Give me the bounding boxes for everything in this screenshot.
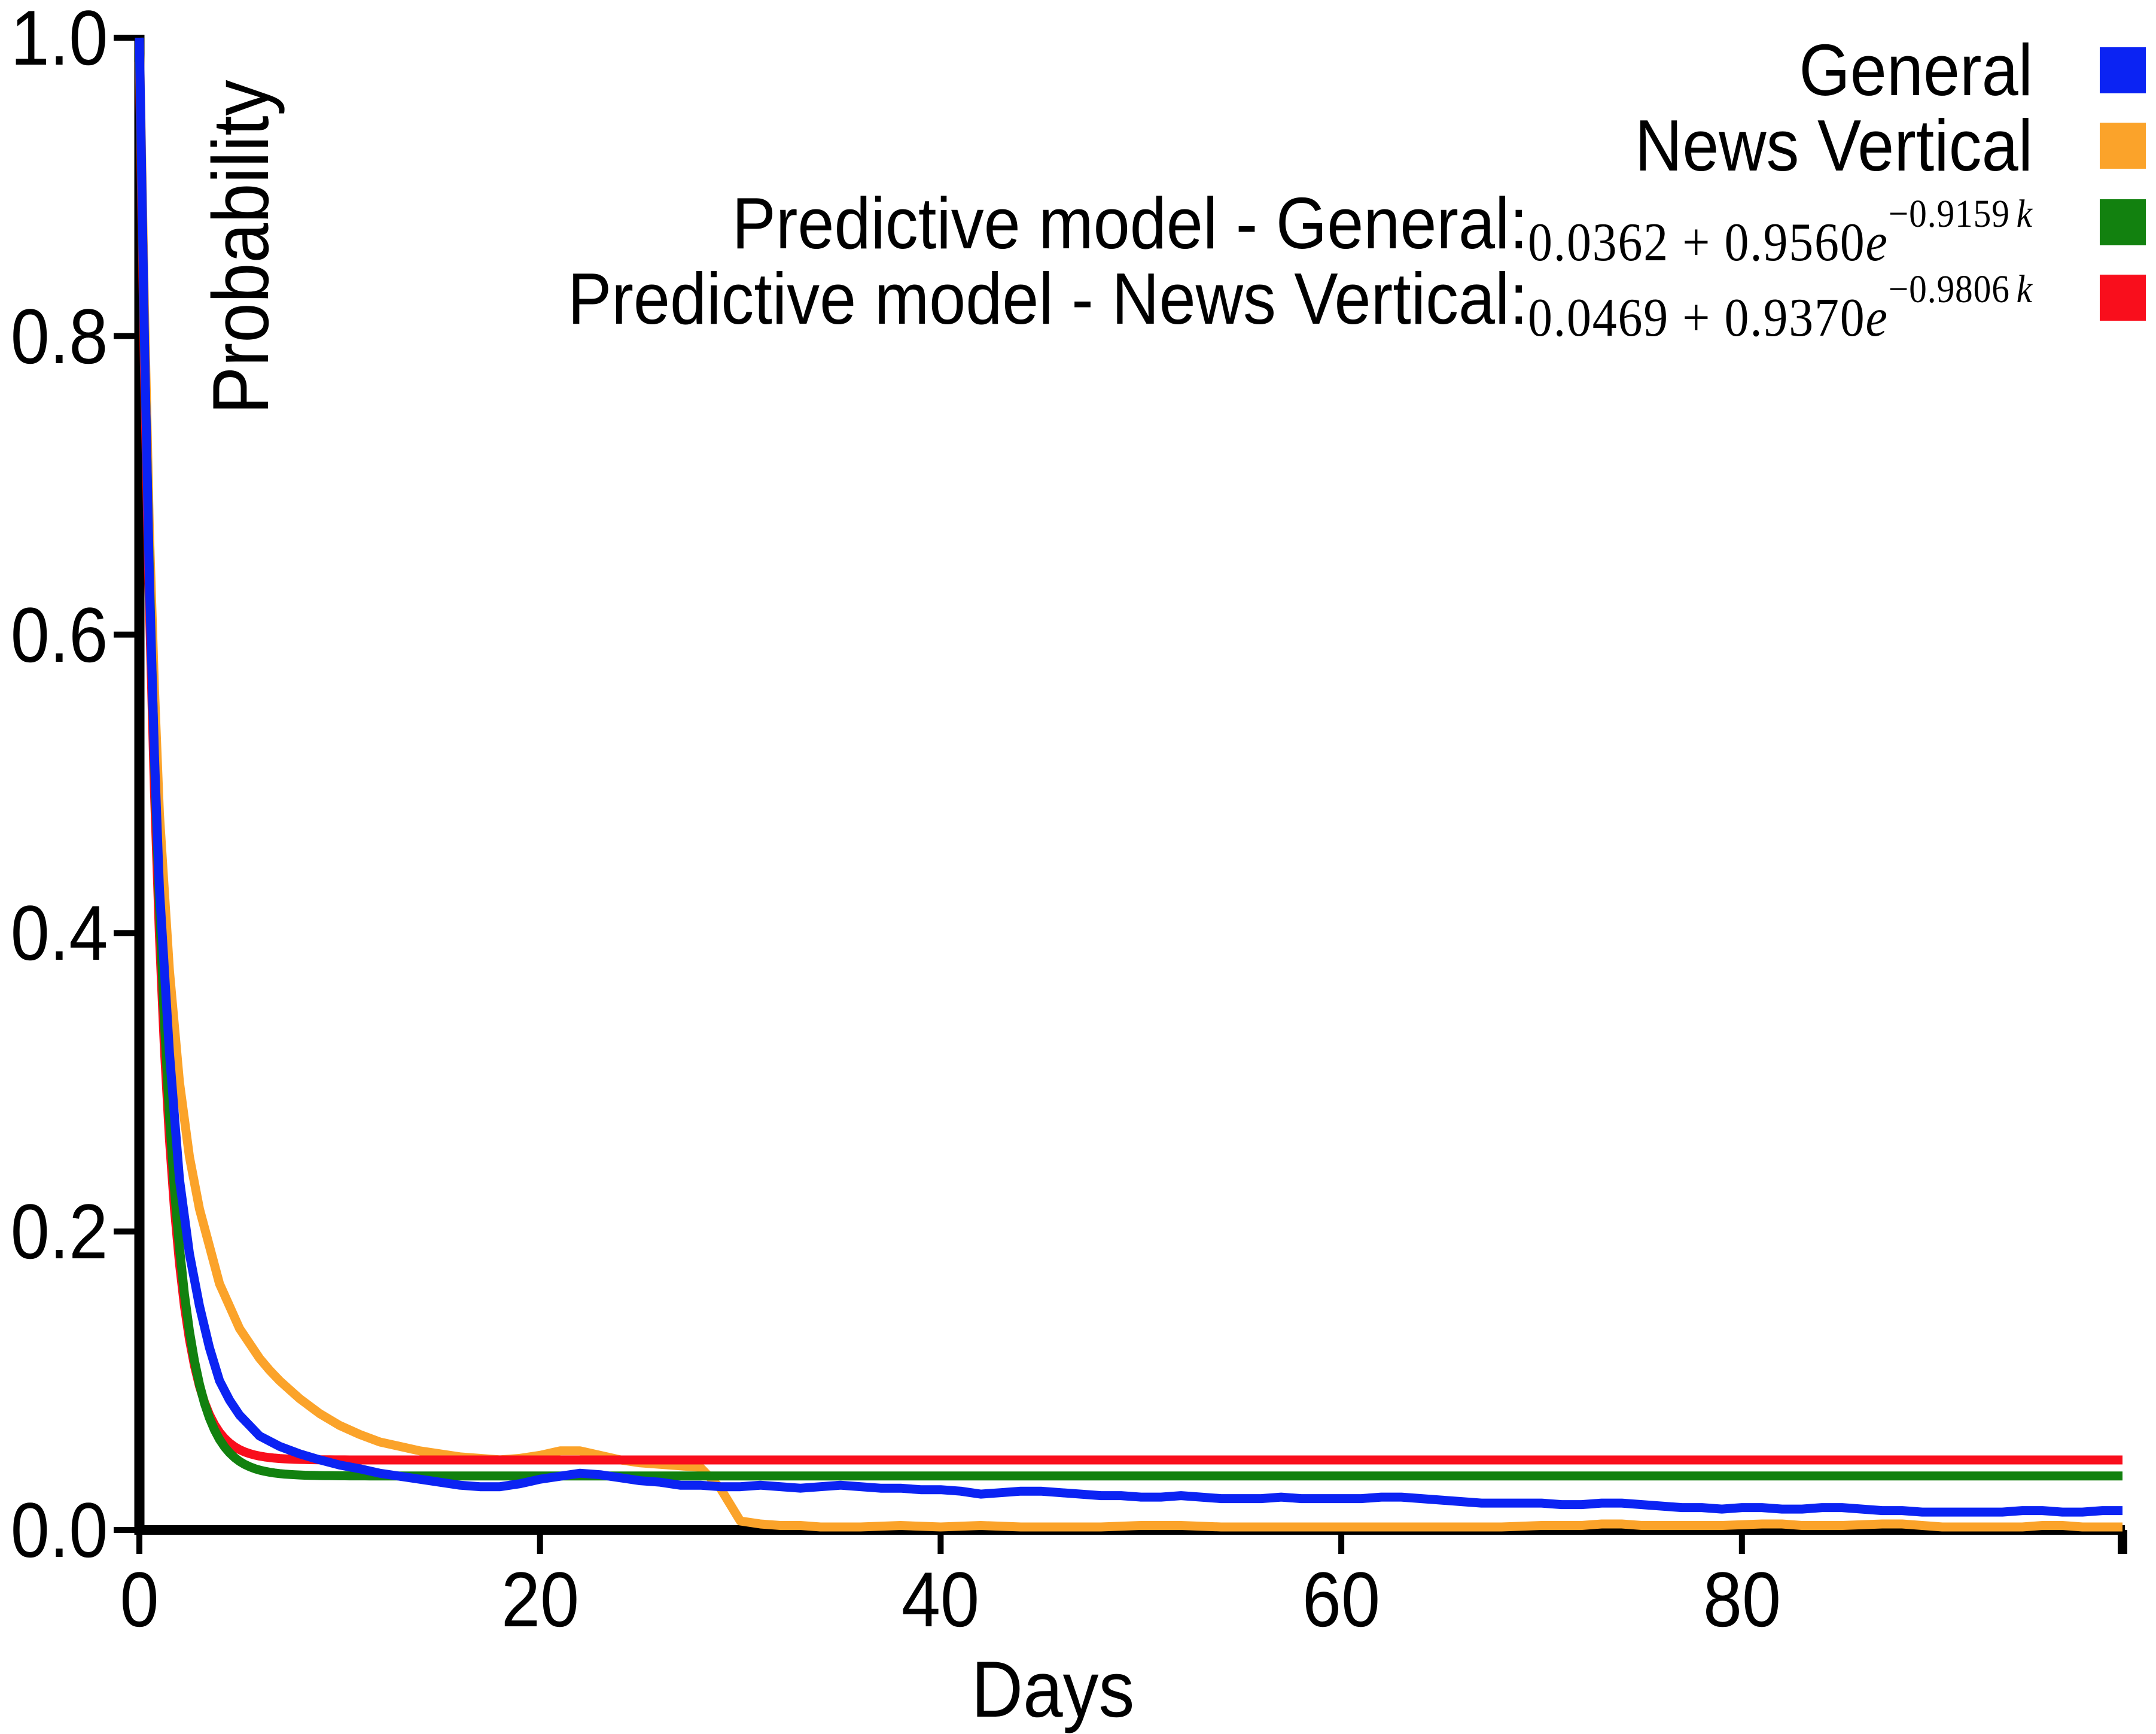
legend-item-model-general: Predictive model - General: 0.0362 + 0.95… — [587, 182, 2146, 269]
y-tick-label: 0.2 — [10, 1188, 108, 1276]
legend-label: Predictive model - News Vertical: — [568, 257, 1528, 339]
legend-item-news-vertical: News Vertical — [1591, 107, 2146, 184]
legend-swatch-blue — [2100, 47, 2146, 93]
x-tick-label: 60 — [1302, 1556, 1381, 1643]
curve-news-vertical — [135, 37, 2122, 1532]
y-tick-label: 0.4 — [10, 889, 108, 977]
legend-item-general: General — [1773, 31, 2146, 109]
x-axis-title: Days — [971, 1645, 1135, 1734]
y-tick-label: 0.8 — [10, 292, 108, 380]
curve-predictive-model-news-vertical — [135, 62, 2122, 1465]
x-tick-label: 80 — [1703, 1556, 1781, 1643]
legend-formula: 0.0362 + 0.9560e−0.9159 k — [1528, 191, 2033, 272]
y-tick-label: 0.6 — [10, 591, 108, 679]
x-tick-label: 40 — [902, 1556, 980, 1643]
curve-general — [135, 37, 2122, 1517]
legend-swatch-orange — [2100, 122, 2146, 169]
legend-label: Predictive model - General: — [732, 182, 1528, 264]
x-tick-label: 0 — [120, 1556, 159, 1643]
data-curves — [135, 37, 2122, 1532]
legend-formula: 0.0469 + 0.9370e−0.9806 k — [1528, 267, 2033, 348]
x-tick-label: 20 — [501, 1556, 579, 1643]
legend-item-model-news-vertical: Predictive model - News Vertical: 0.0469 … — [405, 257, 2146, 345]
legend-label: General — [1799, 29, 2033, 111]
legend-label: News Vertical — [1634, 105, 2033, 186]
curve-predictive-model-general — [135, 49, 2122, 1481]
y-tick-label: 1.0 — [10, 0, 108, 81]
legend-swatch-red — [2100, 274, 2146, 321]
y-axis-title: Probability — [197, 80, 285, 415]
legend-swatch-green — [2100, 199, 2146, 245]
y-tick-label: 0.0 — [10, 1486, 108, 1574]
